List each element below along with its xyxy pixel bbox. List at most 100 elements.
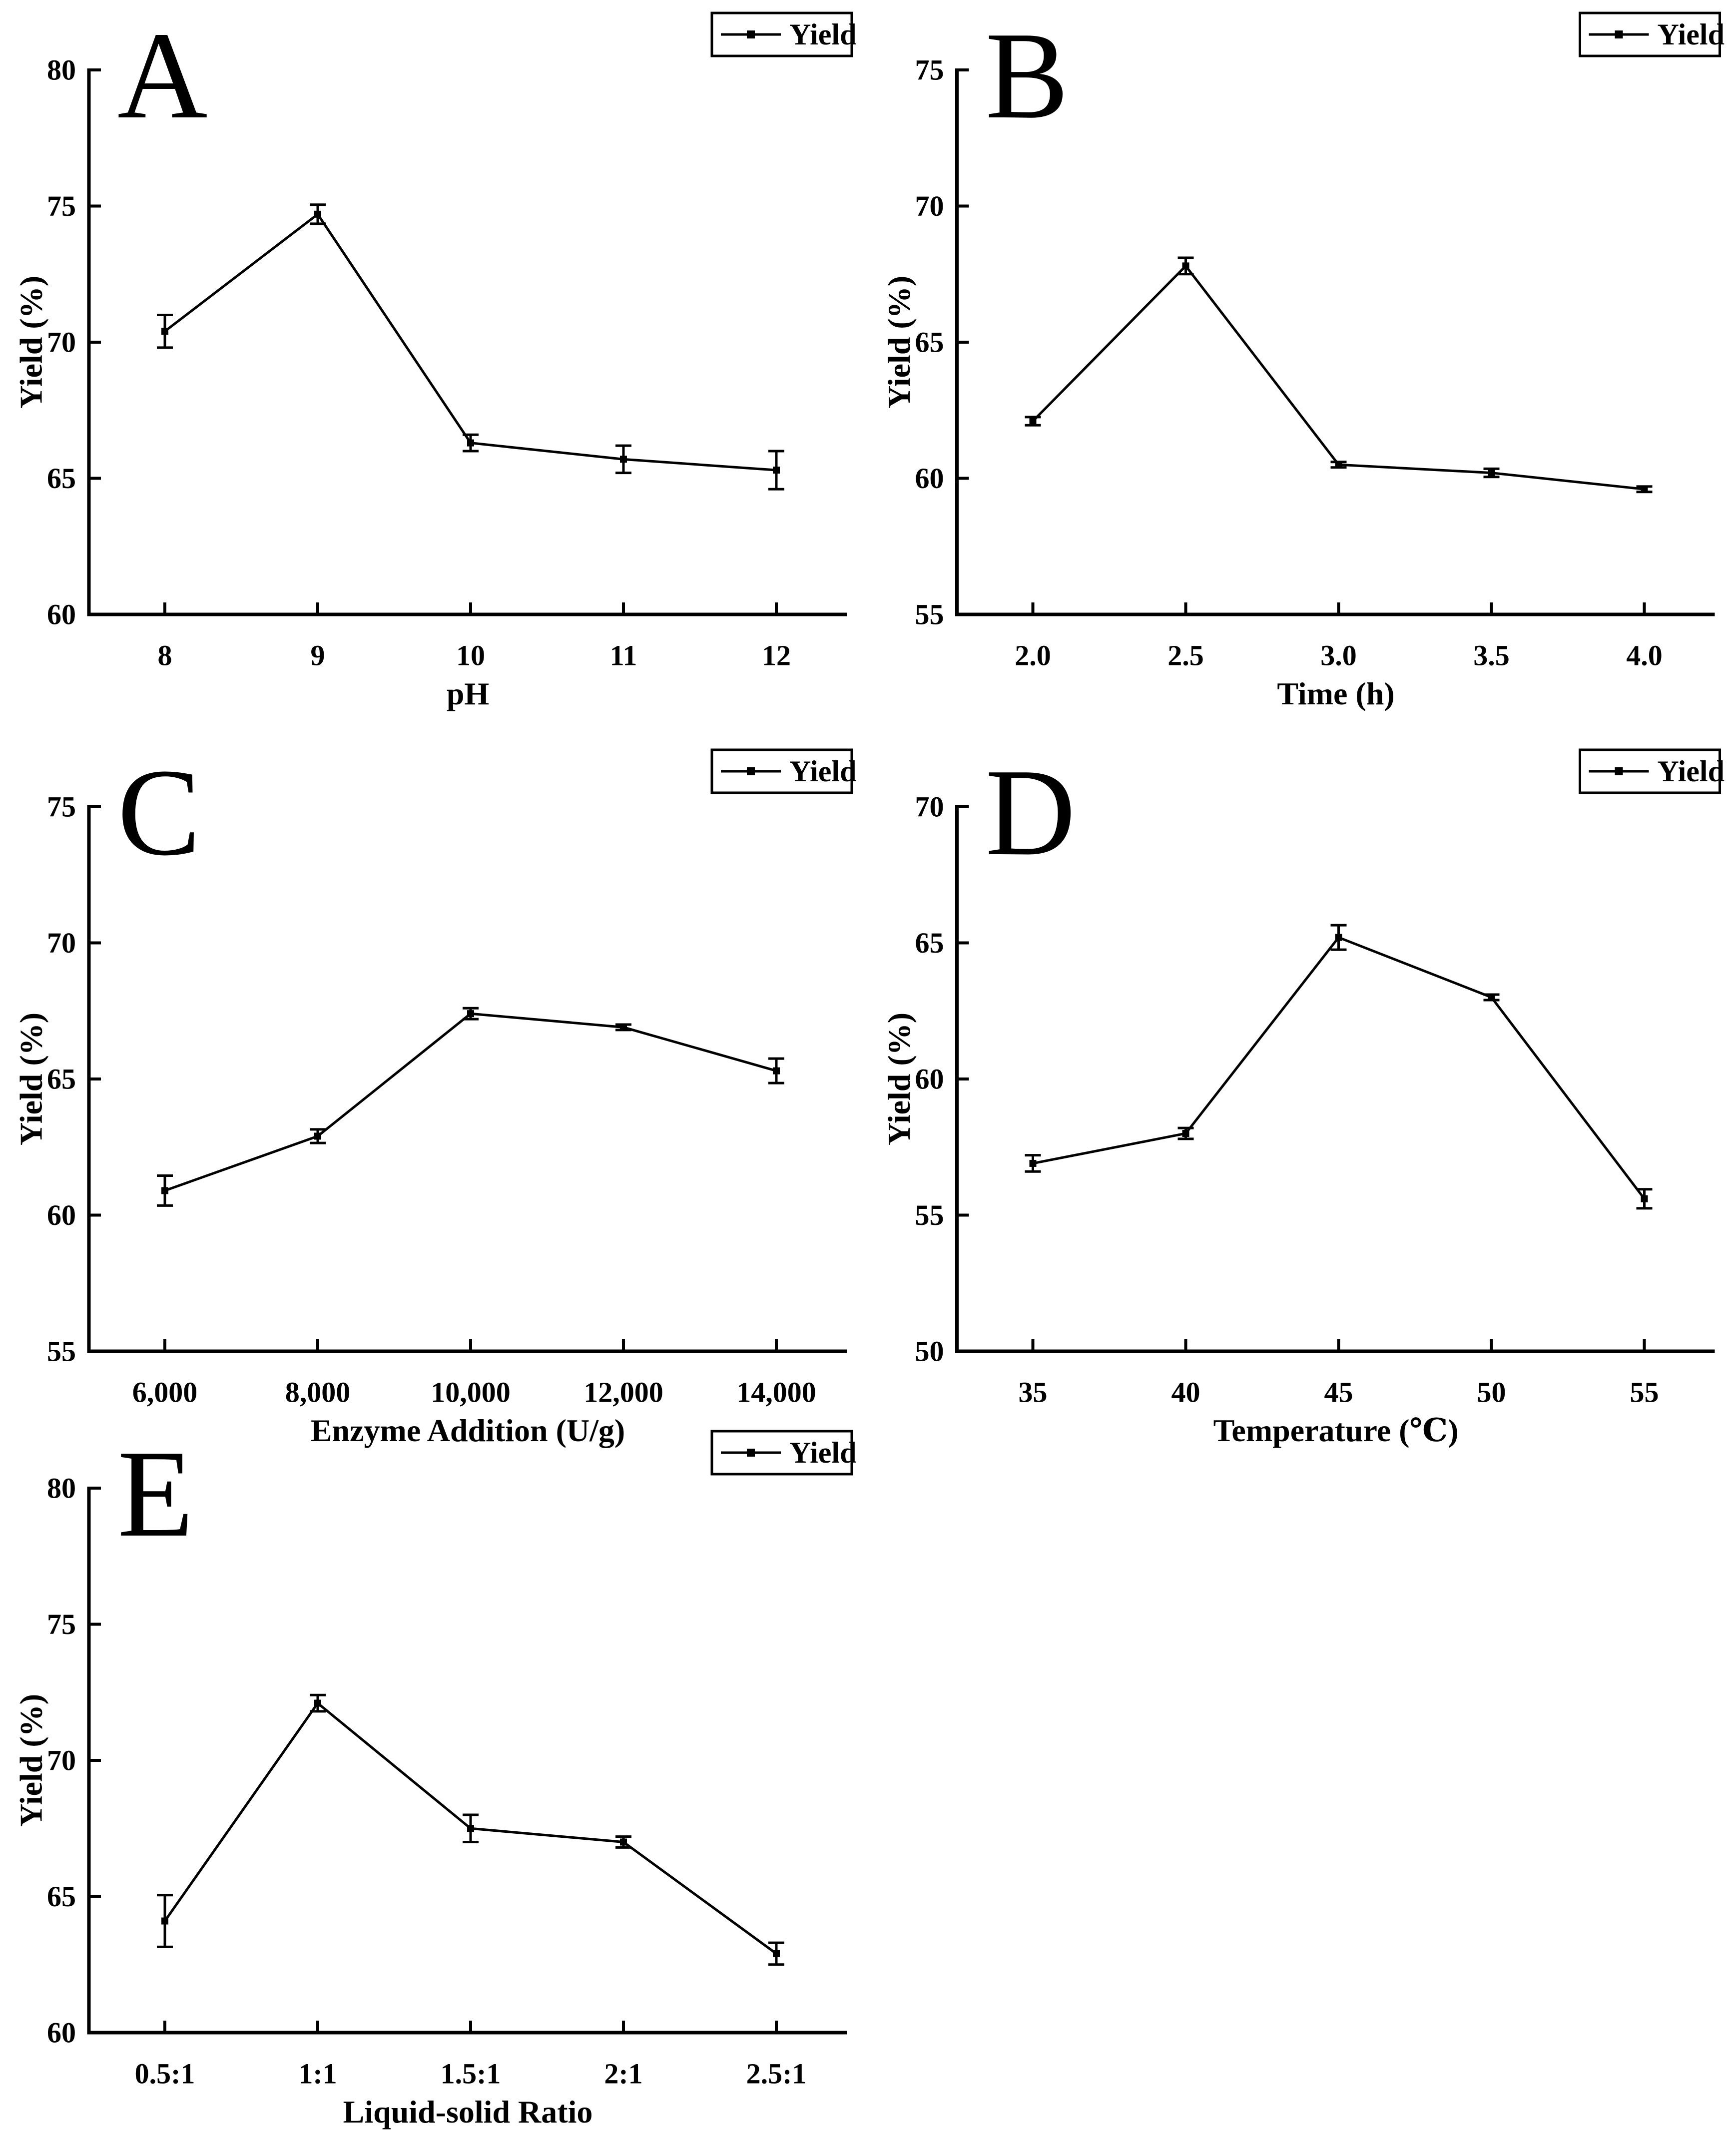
data-point-marker [161, 1917, 168, 1925]
panel-letter: E [117, 1425, 194, 1563]
data-point-marker [467, 439, 474, 447]
y-tick-label: 75 [47, 791, 76, 823]
data-point-marker [620, 456, 627, 463]
x-tick-label: 0.5:1 [135, 2058, 195, 2090]
y-axis-title: Yield (%) [13, 1694, 49, 1827]
data-point-marker [773, 1067, 780, 1075]
x-tick-label: 2:1 [604, 2058, 642, 2090]
x-tick-label: 10,000 [431, 1376, 511, 1409]
y-tick-label: 65 [47, 462, 76, 495]
x-tick-label: 45 [1324, 1376, 1353, 1409]
x-tick-label: 35 [1019, 1376, 1048, 1409]
x-tick-label: 1.5:1 [441, 2058, 501, 2090]
data-point-marker [1182, 1130, 1189, 1137]
data-point-marker [1641, 486, 1648, 493]
data-point-marker [1029, 1159, 1037, 1167]
x-tick-label: 9 [311, 639, 325, 672]
x-tick-label: 8,000 [285, 1376, 351, 1409]
data-point-marker [314, 210, 321, 218]
x-axis-title: Enzyme Addition (U/g) [311, 1413, 625, 1448]
y-tick-label: 60 [47, 1199, 76, 1231]
x-tick-label: 50 [1477, 1376, 1506, 1409]
data-point-marker [773, 467, 780, 474]
x-tick-label: 3.5 [1473, 639, 1510, 672]
y-tick-label: 70 [47, 326, 76, 359]
y-axis-title: Yield (%) [13, 276, 49, 409]
x-axis-title: Liquid-solid Ratio [343, 2094, 593, 2130]
data-point-marker [314, 1699, 321, 1707]
y-axis-title: Yield (%) [881, 276, 917, 409]
chart-panel-D: 50 55 60 65 70 35 40 45 50 55 Yield D Temperature (℃… [881, 743, 1725, 1448]
y-tick-label: 65 [915, 927, 944, 959]
x-tick-label: 1:1 [298, 2058, 337, 2090]
panel-letter: D [986, 743, 1076, 882]
y-tick-label: 65 [47, 1063, 76, 1095]
data-point-marker [1488, 994, 1495, 1001]
data-point-marker [467, 1825, 474, 1832]
y-tick-label: 70 [915, 791, 944, 823]
x-tick-label: 2.5:1 [746, 2058, 807, 2090]
x-axis-title: Temperature (℃) [1213, 1413, 1459, 1448]
x-tick-label: 2.5 [1167, 639, 1204, 672]
data-point-marker [314, 1132, 321, 1140]
data-point-marker [620, 1024, 627, 1031]
y-tick-label: 60 [915, 462, 944, 495]
y-tick-label: 80 [47, 1472, 76, 1505]
chart-panel-C: 55 60 65 70 75 6,000 8,000 10,000 12,000 14,000 Yi… [13, 743, 857, 1448]
x-tick-label: 55 [1630, 1376, 1659, 1409]
panel-letter: C [117, 743, 201, 882]
legend-marker-sample [1615, 30, 1623, 38]
legend-label: Yield [789, 1436, 856, 1469]
y-tick-label: 75 [47, 190, 76, 222]
panel-letter: B [986, 6, 1069, 145]
x-axis-title: Time (h) [1277, 676, 1394, 711]
series-line [1033, 936, 1646, 1200]
x-tick-label: 6,000 [132, 1376, 198, 1409]
data-point-marker [1335, 934, 1342, 941]
data-point-marker [620, 1838, 627, 1846]
chart-panel-A: 60 65 70 75 80 8 9 10 11 12 Yield ApH Yield (%) [13, 6, 857, 711]
legend-marker-sample [747, 30, 755, 38]
data-point-marker [1335, 461, 1342, 469]
legend-label: Yield [1658, 755, 1725, 788]
legend-marker-sample [1615, 767, 1623, 775]
x-axis-title: pH [447, 676, 489, 711]
series-line [164, 1012, 777, 1192]
legend-label: Yield [1658, 18, 1725, 51]
y-tick-label: 75 [47, 1608, 76, 1640]
y-tick-label: 65 [47, 1880, 76, 1913]
y-tick-label: 60 [47, 598, 76, 631]
y-tick-label: 70 [47, 1744, 76, 1777]
series-line [164, 212, 777, 472]
y-tick-label: 55 [915, 598, 944, 631]
y-tick-label: 55 [47, 1335, 76, 1368]
y-tick-label: 70 [915, 190, 944, 222]
data-point-marker [467, 1010, 474, 1018]
x-tick-label: 10 [456, 639, 485, 672]
panel-letter: A [117, 6, 208, 145]
y-tick-label: 55 [915, 1199, 944, 1231]
x-tick-label: 8 [158, 639, 172, 672]
y-tick-label: 65 [915, 326, 944, 359]
data-point-marker [1182, 262, 1189, 270]
legend-label: Yield [789, 755, 856, 788]
x-tick-label: 14,000 [736, 1376, 816, 1409]
data-point-marker [161, 1187, 168, 1194]
data-point-marker [161, 328, 168, 335]
x-tick-label: 12,000 [583, 1376, 663, 1409]
data-point-marker [1029, 418, 1037, 425]
legend-marker-sample [747, 1449, 755, 1457]
y-axis-title: Yield (%) [13, 1013, 49, 1145]
chart-panel-E: 60 65 70 75 80 0.5:1 1:1 1.5:1 2:1 2.5:1 Yield E Liq… [13, 1425, 857, 2130]
x-tick-label: 40 [1171, 1376, 1200, 1409]
y-tick-label: 60 [47, 2017, 76, 2049]
data-point-marker [1641, 1195, 1648, 1202]
y-tick-label: 80 [47, 54, 76, 86]
data-point-marker [773, 1950, 780, 1957]
x-tick-label: 11 [610, 639, 637, 672]
chart-panel-B: 55 60 65 70 75 2.0 2.5 3.0 3.5 4.0 Yield B Time (h) Y… [881, 6, 1725, 711]
y-tick-label: 70 [47, 927, 76, 959]
x-tick-label: 3.0 [1320, 639, 1357, 672]
series-line [1032, 264, 1645, 491]
x-tick-label: 4.0 [1626, 639, 1663, 672]
